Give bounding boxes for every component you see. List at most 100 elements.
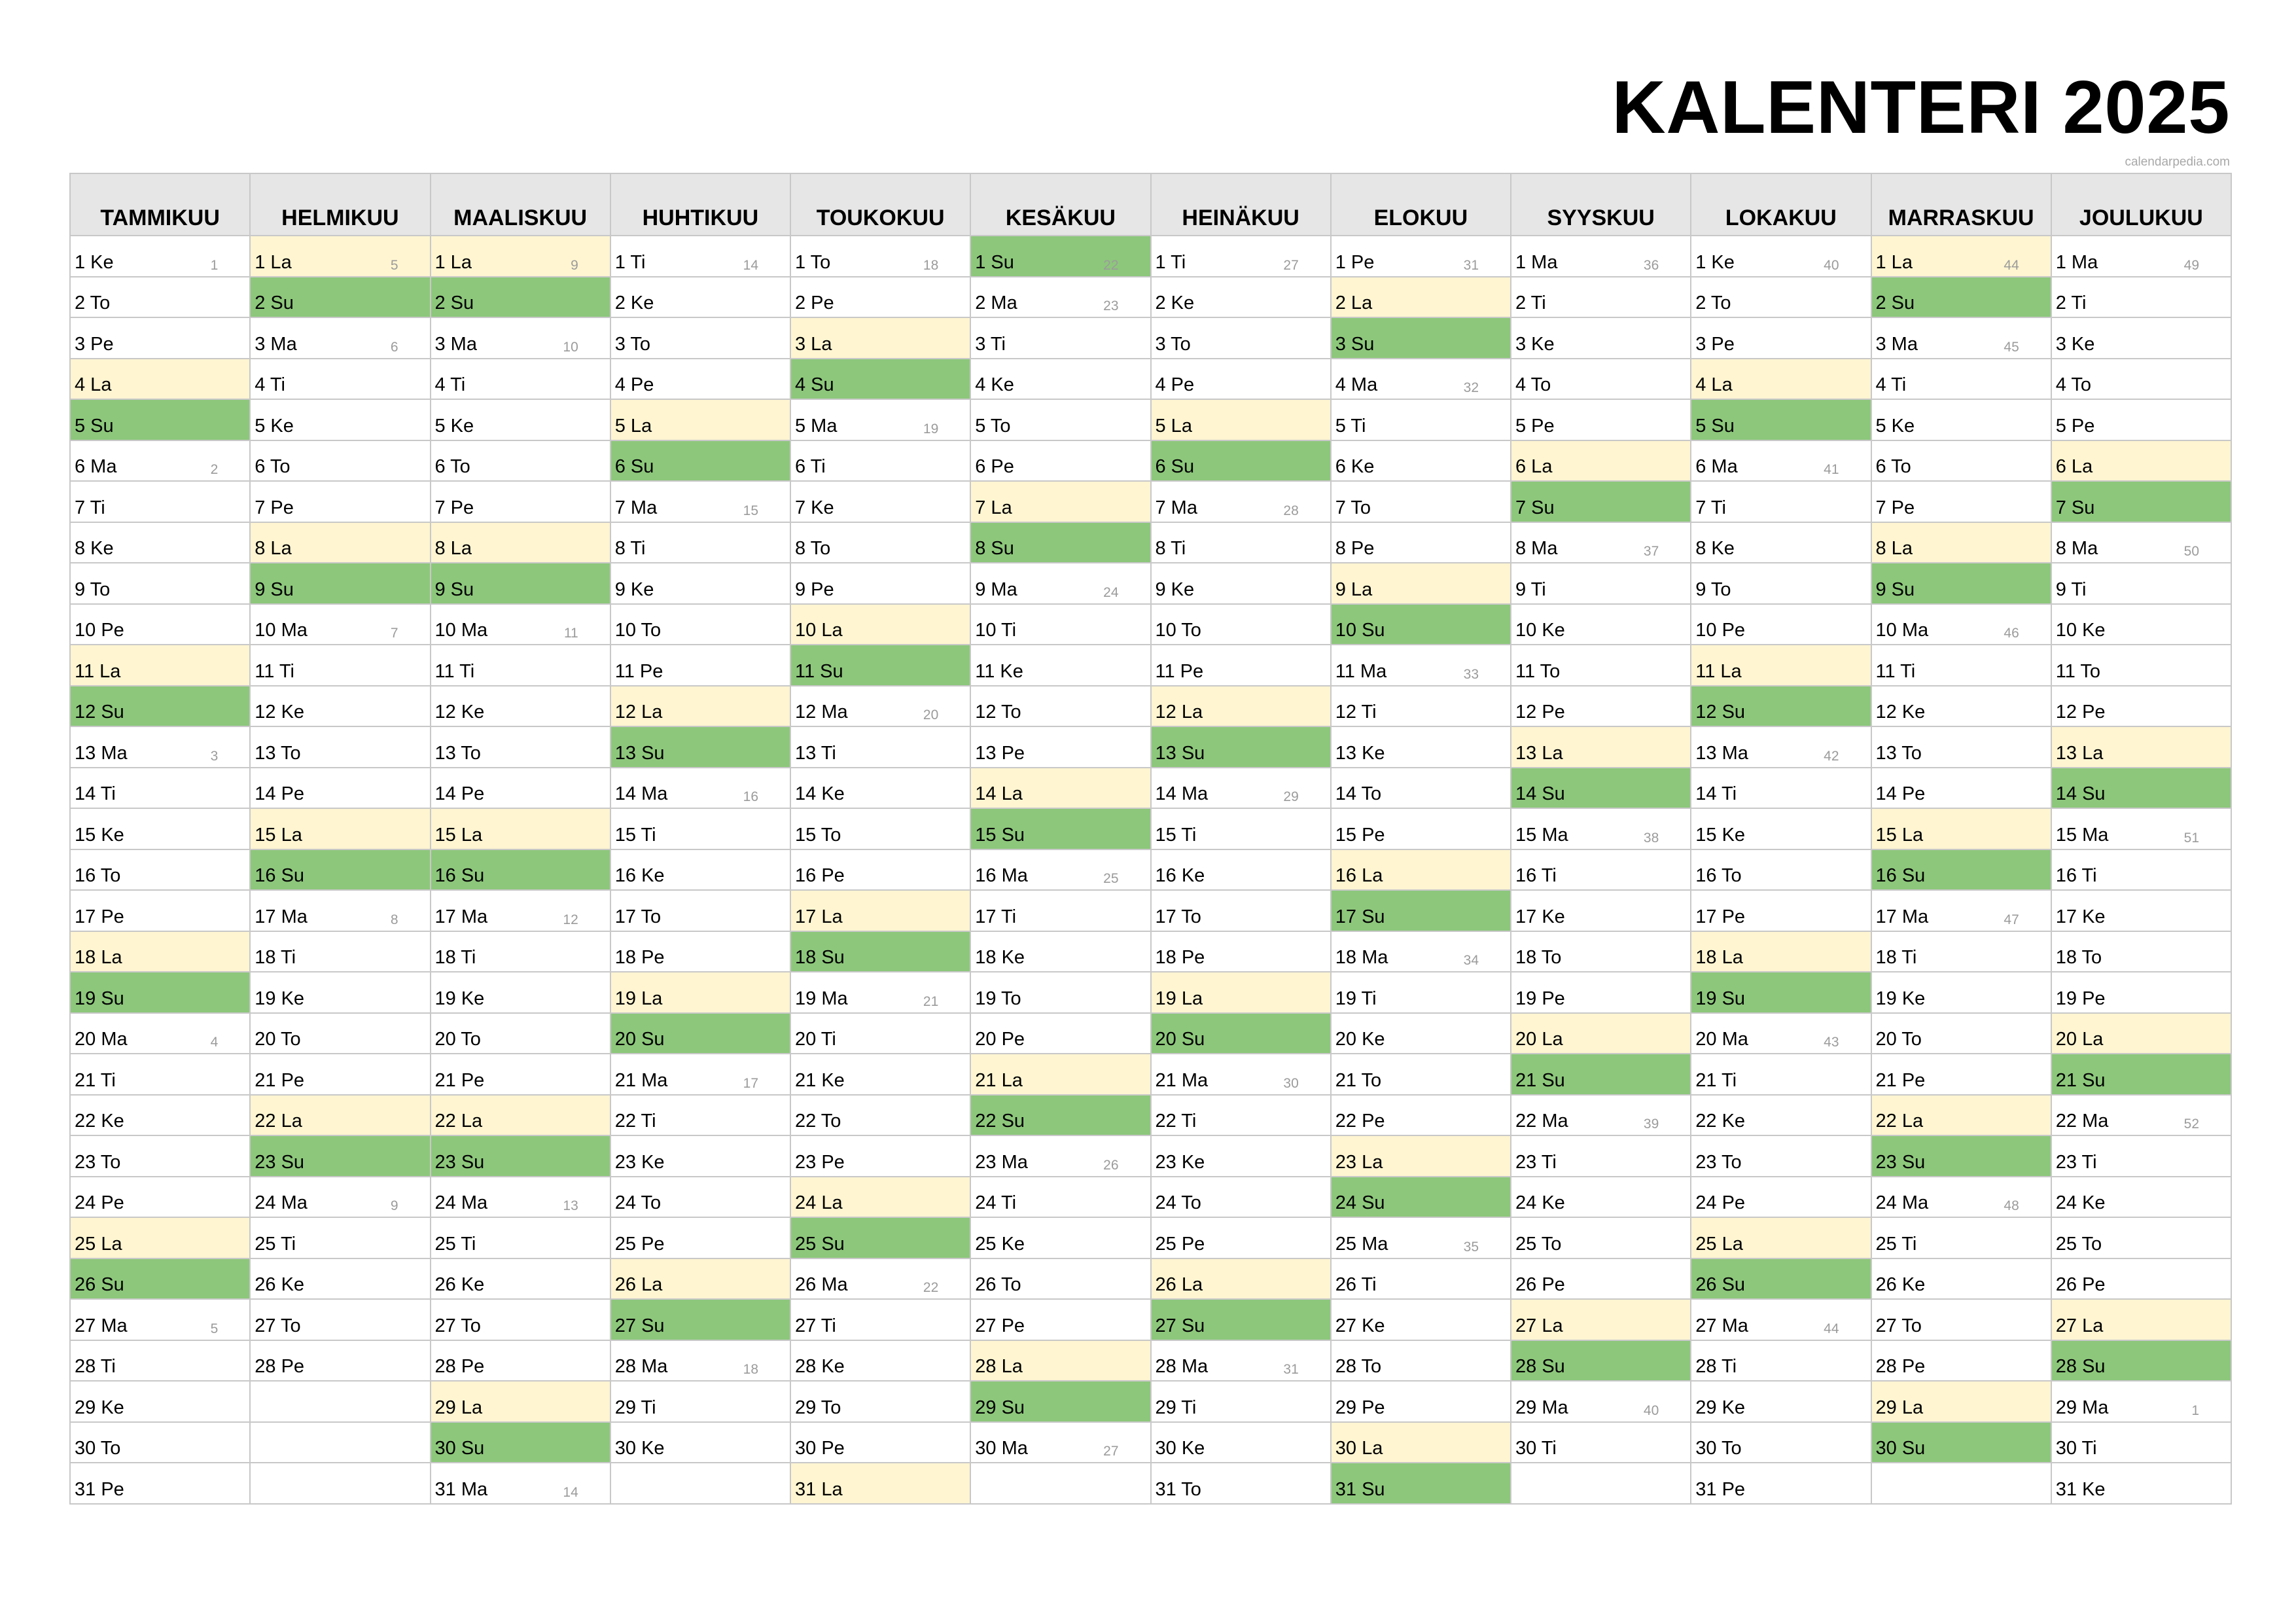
day-cell: 17 Pe	[69, 889, 251, 932]
week-number: 9	[390, 1198, 398, 1213]
day-cell: 2 La	[1330, 276, 1512, 318]
day-label: 18 Su	[795, 947, 845, 968]
day-cell: 24 Ke	[1510, 1175, 1692, 1218]
day-cell: 27 Ti	[789, 1298, 972, 1341]
day-cell: 21 Ke	[789, 1053, 972, 1096]
day-label: 28 La	[975, 1356, 1023, 1377]
day-label: 22 Ke	[1695, 1111, 1746, 1132]
day-cell: 29 To	[789, 1380, 972, 1423]
day-cell: 20 To	[1870, 1012, 2052, 1054]
day-cell: 10 To	[1150, 603, 1332, 645]
day-cell: 10 La	[789, 603, 972, 645]
day-cell: 3 Ma 10	[429, 317, 611, 359]
day-cell: 21 La	[970, 1053, 1152, 1096]
day-cell: 4 Ti	[1870, 357, 2052, 400]
day-label: 1 Ti	[614, 251, 646, 273]
week-number: 32	[1463, 380, 1479, 395]
day-cell: 7 Pe	[1870, 480, 2052, 523]
day-row: 30 To 30 Su 30 Ke 30 Pe 30 Ma 27 30 Ke 30 La 30 …	[69, 1421, 2233, 1463]
week-number: 17	[743, 1075, 758, 1091]
day-label: 12 Ma	[795, 702, 848, 722]
day-label: 24 La	[795, 1192, 843, 1213]
day-cell: 2 Ke	[1150, 276, 1332, 318]
day-label: 3 To	[614, 333, 651, 355]
day-label: 29 Ti	[1155, 1397, 1197, 1418]
day-label: 15 Su	[975, 824, 1025, 846]
day-cell: 20 La	[2050, 1012, 2233, 1054]
day-row: 8 Ke 8 La 8 La 8 Ti 8 To 8 Su 8 Ti 8 Pe 8 Ma 37 8 …	[69, 521, 2233, 563]
day-row: 31 Pe 31 Ma 14 31 La 31 To 31 Su 31 Pe 31 Ke	[69, 1462, 2233, 1505]
day-label: 20 Su	[614, 1029, 665, 1050]
day-cell: 7 Ma 28	[1150, 480, 1332, 523]
day-label: 9 La	[1335, 579, 1373, 600]
day-cell: 25 Ma 35	[1330, 1217, 1512, 1259]
week-number: 39	[1643, 1116, 1659, 1132]
month-header: HELMIKUU	[249, 173, 431, 236]
day-label: 14 Ke	[795, 783, 845, 804]
day-label: 4 Su	[795, 374, 834, 395]
day-cell: 6 To	[1870, 439, 2052, 482]
day-cell: 1 Su 22	[970, 235, 1152, 277]
day-label: 2 Ti	[2055, 293, 2087, 313]
day-row: 26 Su 26 Ke 26 Ke 26 La 26 Ma 22 26 To 26 La 26 …	[69, 1257, 2233, 1300]
day-label: 22 Ma	[2055, 1111, 2109, 1132]
day-cell: 9 Pe	[789, 562, 972, 605]
month-header: HEINÄKUU	[1150, 173, 1332, 236]
day-cell: 1 Pe 31	[1330, 235, 1512, 277]
day-cell: 8 Ma 50	[2050, 521, 2233, 563]
day-label: 11 Ti	[434, 660, 475, 682]
day-label: 2 Ti	[1515, 293, 1546, 313]
day-label: 21 Su	[2055, 1069, 2106, 1091]
day-label: 24 Ma	[1875, 1192, 1929, 1213]
day-label: 23 Ma	[975, 1151, 1028, 1173]
week-number: 5	[390, 257, 398, 273]
day-cell: 6 Su	[609, 439, 792, 482]
day-cell: 8 Su	[970, 521, 1152, 563]
day-cell: 11 Su	[789, 644, 972, 687]
day-label: 1 Ti	[1155, 251, 1186, 273]
day-label: 30 Ke	[1155, 1438, 1205, 1459]
day-cell: 24 Ma 13	[429, 1175, 611, 1218]
day-cell: 29 La	[1870, 1380, 2052, 1423]
day-cell: 8 To	[789, 521, 972, 563]
day-label: 3 Ma	[1875, 333, 1918, 355]
day-cell: 5 Ma 19	[789, 399, 972, 441]
day-label: 19 Su	[1695, 988, 1746, 1009]
day-cell: 21 Ma 30	[1150, 1053, 1332, 1096]
day-cell: 10 Ma 46	[1870, 603, 2052, 645]
day-label: 6 To	[434, 456, 470, 477]
day-cell: 12 Ke	[429, 685, 611, 727]
week-number: 13	[563, 1198, 578, 1213]
day-label: 2 To	[75, 293, 111, 313]
day-cell: 4 Pe	[609, 357, 792, 400]
day-cell: 1 Ke 40	[1690, 235, 1872, 277]
day-label: 14 Ma	[614, 783, 668, 804]
day-cell: 13 Ma 3	[69, 726, 251, 768]
day-label: 25 Ti	[1875, 1233, 1917, 1255]
day-cell: 12 La	[1150, 685, 1332, 727]
week-number: 25	[1103, 871, 1119, 886]
day-cell: 9 To	[1690, 562, 1872, 605]
day-cell: 10 Ma 11	[429, 603, 611, 645]
day-cell: 27 To	[249, 1298, 431, 1341]
day-cell: 4 Pe	[1150, 357, 1332, 400]
day-label: 19 Ke	[1875, 988, 1926, 1009]
day-cell: 30 Ke	[1150, 1421, 1332, 1463]
day-cell: 3 Pe	[69, 317, 251, 359]
day-cell: 3 To	[1150, 317, 1332, 359]
day-cell: 26 Pe	[1510, 1257, 1692, 1300]
day-cell: 14 Ma 16	[609, 766, 792, 809]
day-label: 30 La	[1335, 1438, 1383, 1459]
day-cell: 17 Ma 8	[249, 889, 431, 932]
day-label: 4 Ke	[975, 374, 1014, 395]
day-cell: 31 Ma 14	[429, 1462, 611, 1505]
day-cell: 25 Pe	[609, 1217, 792, 1259]
day-label: 27 To	[1875, 1315, 1922, 1336]
day-cell: 10 Pe	[1690, 603, 1872, 645]
day-label: 4 Pe	[1155, 374, 1195, 395]
day-cell: 15 Ke	[1690, 808, 1872, 850]
day-label: 23 To	[75, 1151, 121, 1173]
day-label: 8 Ke	[75, 538, 114, 559]
week-number: 27	[1283, 257, 1299, 273]
day-cell: 25 Ti	[249, 1217, 431, 1259]
